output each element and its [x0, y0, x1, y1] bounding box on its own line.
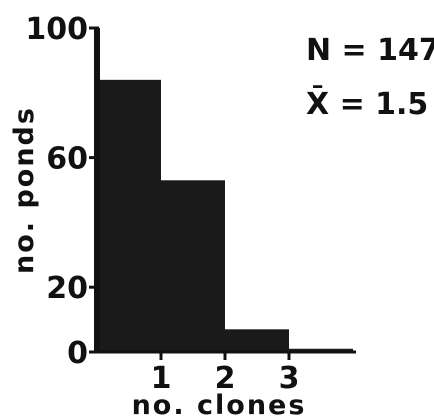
- mean-annotation: X̄ = 1.5: [306, 86, 428, 122]
- bars-group: [97, 79, 353, 352]
- y-tick-label: 100: [25, 12, 88, 47]
- y-tick-label: 60: [46, 142, 88, 177]
- bar-1: [161, 180, 225, 352]
- y-ticks-group: 0 20 60 100: [25, 12, 99, 371]
- x-ticks-group: 1 2 3: [151, 352, 300, 396]
- bar-2: [225, 329, 289, 352]
- x-tick-label: 1: [151, 361, 172, 396]
- x-axis-title: no. clones: [132, 390, 307, 419]
- y-axis-title: no. ponds: [9, 106, 40, 274]
- x-tick-label: 2: [215, 361, 236, 396]
- x-tick-label: 3: [279, 361, 300, 396]
- y-tick-label: 0: [67, 336, 88, 371]
- bar-3: [289, 348, 353, 352]
- bar-0: [97, 79, 161, 352]
- y-tick-label: 20: [46, 271, 88, 306]
- n-annotation: N = 147: [306, 33, 434, 68]
